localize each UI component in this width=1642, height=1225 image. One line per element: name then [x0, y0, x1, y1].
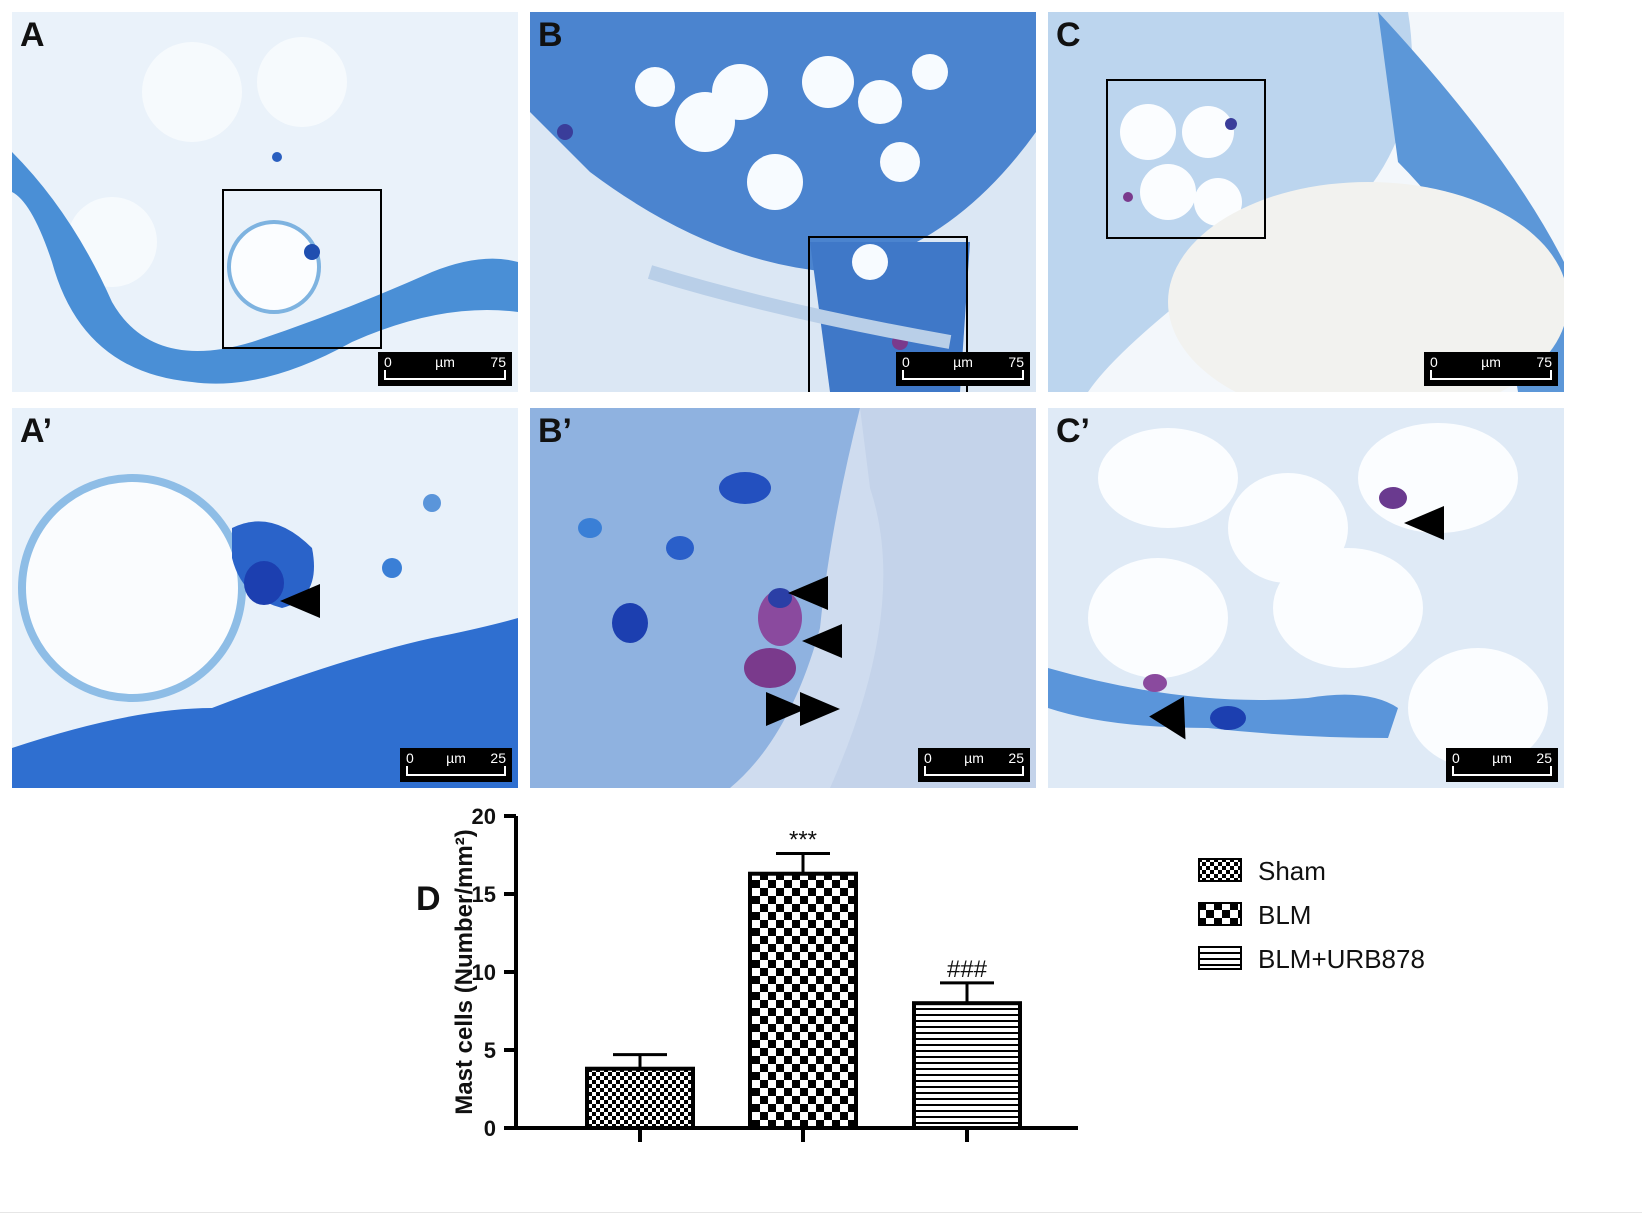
y-tick-label: 0	[484, 1116, 496, 1141]
scale-bar-b-prime: 0 µm 25	[918, 748, 1030, 782]
scale-bar-c: 0 µm 75	[1424, 352, 1558, 386]
scale-bar-a: 0 µm 75	[378, 352, 512, 386]
panel-c-prime: C’ 0 µm 25	[1048, 408, 1564, 788]
histology-image-a	[12, 12, 518, 392]
scale-bar-c-prime: 0 µm 25	[1446, 748, 1558, 782]
bar-blm-urb878	[912, 1001, 1022, 1131]
bottom-divider	[0, 1212, 1642, 1213]
inset-box-a	[222, 189, 382, 349]
significance-label: ###	[947, 956, 988, 983]
panel-a-prime: A’ 0 µm 25	[12, 408, 518, 788]
significance-label: ***	[789, 826, 817, 853]
histology-image-a-prime	[12, 408, 518, 788]
panel-b: B 0 µm 75	[530, 12, 1036, 392]
legend-swatch-blm	[1198, 902, 1242, 926]
legend-swatch-sham	[1198, 858, 1242, 882]
legend-swatch-blm-urb878	[1198, 946, 1242, 970]
y-tick-label: 20	[472, 804, 496, 829]
scale-bar-a-prime: 0 µm 25	[400, 748, 512, 782]
mast-cell-arrow-icon	[280, 584, 320, 618]
panel-c: C 0 µm 75	[1048, 12, 1564, 392]
panel-c-label: C	[1056, 16, 1081, 54]
mast-cell-arrow-icon	[1404, 506, 1444, 540]
panel-a: A 0 µm 75	[12, 12, 518, 392]
mast-cell-arrow-icon	[788, 576, 828, 610]
histology-image-c	[1048, 12, 1564, 392]
panel-a-label: A	[20, 16, 45, 54]
panel-a-prime-label: A’	[20, 412, 53, 450]
panel-b-prime: B’ 0 µm 25	[530, 408, 1036, 788]
panel-c-prime-label: C’	[1056, 412, 1090, 450]
histology-image-b	[530, 12, 1036, 392]
legend-label-blm-urb878: BLM+URB878	[1258, 944, 1425, 974]
y-tick-label: 10	[472, 960, 496, 985]
scale-bar-b: 0 µm 75	[896, 352, 1030, 386]
inset-box-b	[808, 236, 968, 392]
y-axis-label: Mast cells (Number/mm²)	[451, 829, 478, 1114]
y-tick-label: 5	[484, 1038, 496, 1063]
panel-b-prime-label: B’	[538, 412, 572, 450]
inset-box-c	[1106, 79, 1266, 239]
panel-d-label: D	[416, 880, 441, 918]
mast-cell-arrow-icon	[800, 692, 840, 726]
mast-cell-arrow-icon	[802, 624, 842, 658]
legend-label-sham: Sham	[1258, 856, 1326, 886]
panel-b-label: B	[538, 16, 563, 54]
legend-label-blm: BLM	[1258, 900, 1312, 930]
histology-image-c-prime	[1048, 408, 1564, 788]
bar-sham	[585, 1066, 695, 1130]
y-tick-label: 15	[472, 882, 496, 907]
mast-cell-arrow-icon	[766, 692, 806, 726]
histology-image-b-prime	[530, 408, 1036, 788]
bar-blm	[748, 871, 858, 1130]
